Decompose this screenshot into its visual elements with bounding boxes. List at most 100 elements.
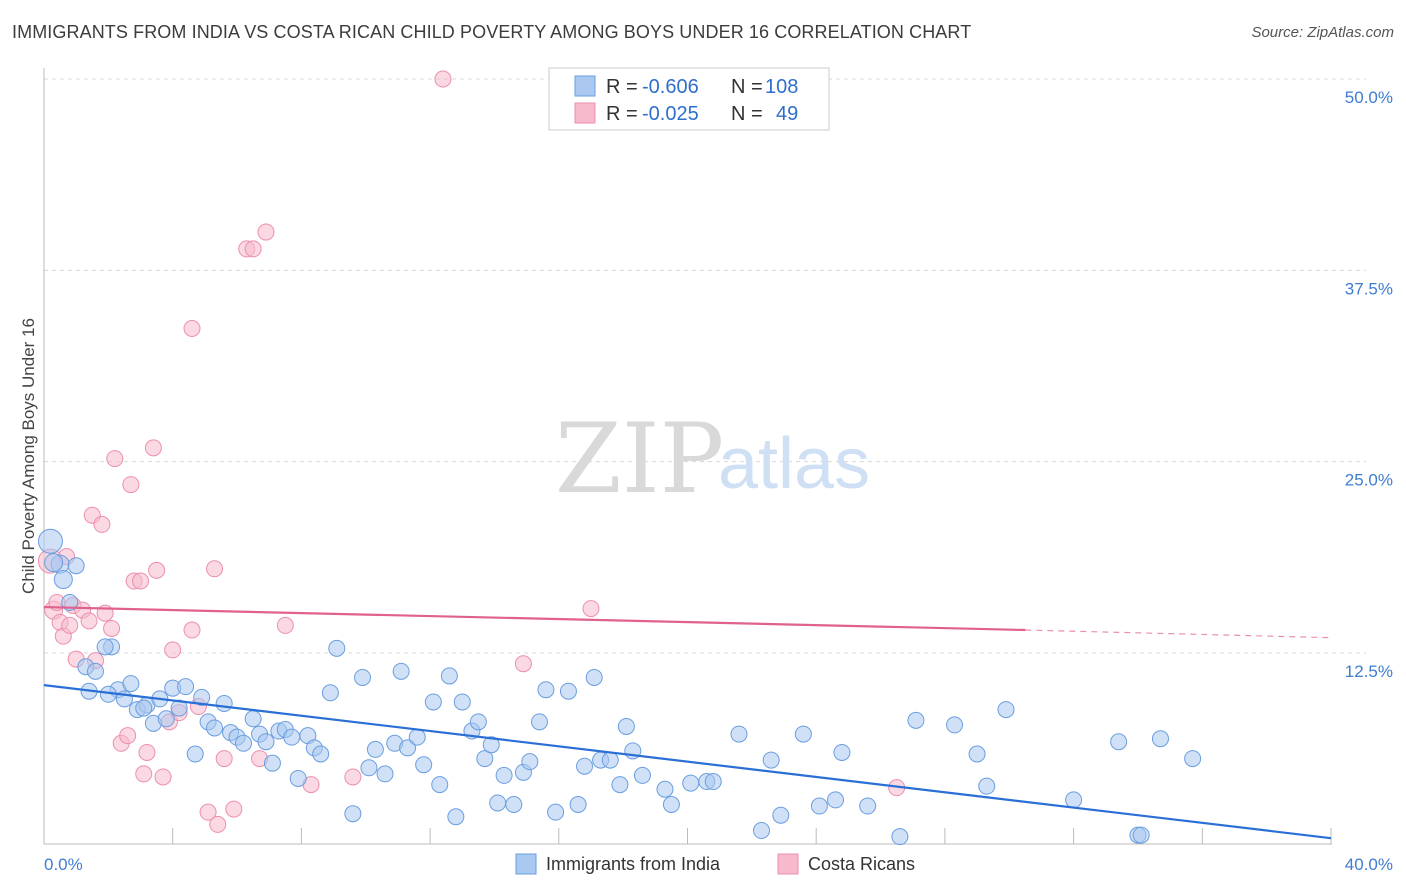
legend-box <box>548 67 830 131</box>
india-point <box>392 662 410 680</box>
costa-rica-point <box>225 800 243 818</box>
costa-rica-point <box>122 476 140 494</box>
costa-rica-point <box>582 600 600 618</box>
india-point <box>968 745 986 763</box>
costa-rica-point <box>61 616 79 634</box>
costa-rica-point <box>344 768 362 786</box>
trend-lines <box>43 605 1332 840</box>
costa-rica-point <box>276 616 294 634</box>
costa-rica-point <box>206 560 224 578</box>
india-point <box>177 678 195 696</box>
costa-rica-point <box>154 768 172 786</box>
india-point <box>1184 750 1202 768</box>
india-point <box>569 796 587 814</box>
costa-rica-point <box>119 727 137 745</box>
x-tick-labels: 0.0% 40.0% <box>44 855 1393 874</box>
india-point <box>495 766 513 784</box>
india-point <box>730 725 748 743</box>
india-point <box>283 728 301 746</box>
costa-rica-point <box>132 572 150 590</box>
correlation-legend: R = -0.606 N = 108 R = -0.025 N = 49 <box>548 67 830 131</box>
costa-rica-point <box>244 240 262 258</box>
costa-rica-point <box>209 815 227 833</box>
india-point <box>186 745 204 763</box>
india-point <box>1132 826 1150 844</box>
india-point <box>86 662 104 680</box>
costa-rica-trend-extension <box>1025 629 1332 639</box>
india-point <box>704 773 722 791</box>
costa-rica-point <box>144 439 162 457</box>
costa-rica-trend-line <box>43 605 1026 632</box>
india-point <box>61 593 79 611</box>
india-point <box>469 713 487 731</box>
costa-rica-point <box>103 619 121 637</box>
legend-n-value-india: 108 <box>765 76 798 98</box>
source-label: Source: ZipAtlas.com <box>1251 24 1394 41</box>
chart-title: IMMIGRANTS FROM INDIA VS COSTA RICAN CHI… <box>12 22 972 42</box>
legend-n-label-india: N = <box>731 76 763 98</box>
india-point <box>44 553 64 573</box>
legend-swatch-costa-rica <box>574 102 596 124</box>
india-point <box>476 750 494 768</box>
india-points <box>37 528 1202 846</box>
india-point <box>1151 730 1169 748</box>
india-point <box>206 719 224 737</box>
india-point <box>946 716 964 734</box>
india-point <box>440 667 458 685</box>
india-point <box>762 751 780 769</box>
india-point <box>482 736 500 754</box>
india-point <box>344 805 362 823</box>
watermark-atlas: atlas <box>718 424 870 504</box>
india-point <box>399 739 417 757</box>
y-axis-label: Child Poverty Among Boys Under 16 <box>19 318 38 594</box>
x-tick-label-max: 40.0% <box>1345 855 1393 874</box>
india-point <box>424 693 442 711</box>
india-point <box>289 769 307 787</box>
costa-rica-point <box>164 641 182 659</box>
costa-rica-point <box>183 319 201 337</box>
x-tick-label-min: 0.0% <box>44 855 83 874</box>
india-point <box>997 701 1015 719</box>
india-point <box>611 776 629 794</box>
india-point <box>328 639 346 657</box>
india-point <box>170 699 188 717</box>
costa-rica-point <box>183 621 201 639</box>
costa-rica-point <box>215 750 233 768</box>
india-point <box>53 570 73 590</box>
india-point <box>360 759 378 777</box>
india-point <box>537 681 555 699</box>
india-point <box>234 734 252 752</box>
india-point <box>559 682 577 700</box>
legend-r-label-india: R = <box>606 76 638 98</box>
india-point <box>585 668 603 686</box>
india-point <box>157 710 175 728</box>
costa-rica-point <box>514 655 532 673</box>
y-tick-label: 12.5% <box>1345 662 1393 681</box>
india-point <box>794 725 812 743</box>
watermark: ZIP atlas <box>555 403 870 515</box>
india-point <box>1065 791 1083 809</box>
india-point <box>489 794 507 812</box>
y-tick-label: 50.0% <box>1345 88 1393 107</box>
bottom-legend-label-costa-rica: Costa Ricans <box>808 854 915 874</box>
india-point <box>576 757 594 775</box>
india-point <box>376 765 394 783</box>
watermark-zip: ZIP <box>555 403 724 515</box>
india-point <box>859 797 877 815</box>
india-point <box>67 557 85 575</box>
india-point <box>656 780 674 798</box>
india-point <box>263 754 281 772</box>
legend-r-value-costa-rica: -0.025 <box>642 103 699 125</box>
series-legend: Immigrants from India Costa Ricans <box>515 853 915 875</box>
india-point <box>244 710 262 728</box>
india-point <box>633 766 651 784</box>
india-point <box>907 711 925 729</box>
legend-n-value-costa-rica: 49 <box>776 103 798 125</box>
india-point <box>547 803 565 821</box>
costa-rica-point <box>93 515 111 533</box>
legend-swatch-india <box>574 75 596 97</box>
india-point <box>135 699 153 717</box>
x-axis-ticks <box>43 828 1332 844</box>
india-point <box>366 740 384 758</box>
costa-rica-point <box>257 223 275 241</box>
